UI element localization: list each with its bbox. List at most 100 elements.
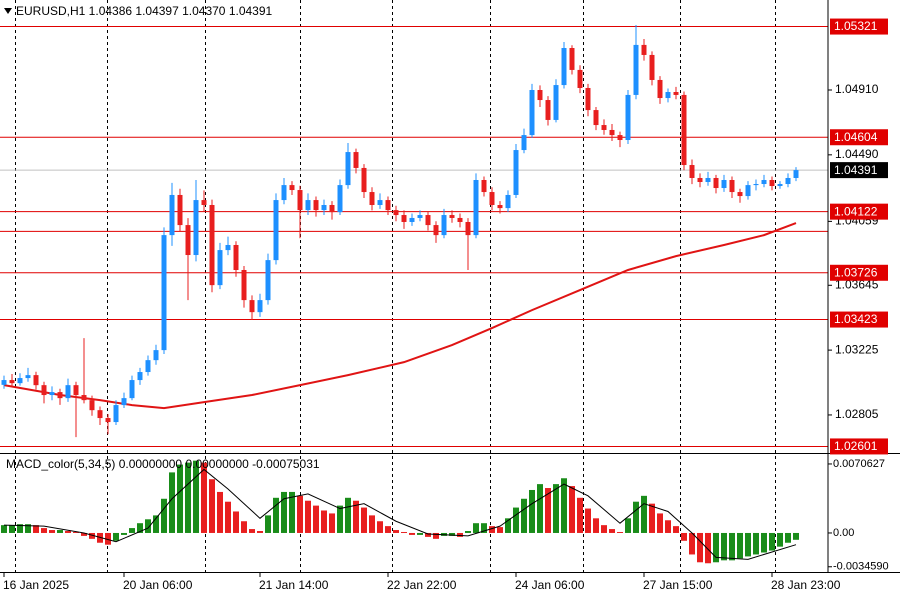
macd-bar [649,503,655,533]
candle-body [345,152,351,186]
macd-bar [537,484,543,533]
candle-body [225,244,231,251]
candle-body [649,54,655,80]
candle-body [313,200,319,211]
x-tick-label: 20 Jan 06:00 [123,578,193,592]
macd-bar [497,527,503,533]
candle-body [561,48,567,86]
candle-body [633,44,639,95]
macd-bar [201,462,207,533]
candle-body [241,269,247,301]
candle-body [361,167,367,193]
level-label: 1.05321 [834,19,878,33]
candle-body [545,100,551,120]
macd-bar [417,532,423,535]
collapse-triangle[interactable] [4,8,12,14]
candle-body [329,205,335,213]
candle-body [377,200,383,206]
candle-body [745,185,751,197]
candle-body [753,184,759,186]
macd-bar [457,532,463,537]
level-label: 1.03726 [834,265,878,279]
level-label: 1.04604 [834,130,878,144]
macd-bar [513,507,519,533]
macd-bar [617,531,623,533]
macd-bar [369,515,375,533]
candle-body [737,192,743,197]
candle-body [593,110,599,126]
macd-bar [425,532,431,537]
macd-bar [193,460,199,533]
candle-body [17,378,23,384]
macd-bar [33,525,39,533]
candle-body [521,135,527,151]
macd-bar [241,521,247,533]
macd-bar [585,508,591,533]
macd-bar [769,532,775,551]
candle-body [401,215,407,222]
level-label: 1.03423 [834,312,878,326]
candle-body [505,194,511,209]
macd-bar [145,519,151,533]
macd-bar [793,532,799,540]
macd-bar [249,529,255,533]
macd-bar [217,491,223,533]
macd-bar [729,532,735,561]
macd-bar [313,505,319,533]
candle-body [409,217,415,222]
macd-bar [121,532,127,535]
macd-bar [393,530,399,533]
level-box [830,438,888,455]
macd-bar [281,491,287,533]
macd-bar [705,532,711,564]
macd-bar [481,523,487,533]
macd-bar [657,513,663,533]
macd-bar [697,532,703,563]
level-label: 1.02601 [834,439,878,453]
candle-body [657,79,663,99]
macd-bar [577,497,583,533]
candle-body [497,205,503,209]
candle-body [537,89,543,101]
candle-body [89,400,95,411]
candle-body [9,380,15,384]
macd-bar [753,532,759,555]
candle-body [97,410,103,419]
macd-bar [321,510,327,533]
level-box [830,18,888,35]
macd-bar [641,495,647,533]
macd-bar [9,525,15,533]
candle-body [609,129,615,136]
macd-bar [41,528,47,533]
macd-bar [361,507,367,533]
x-tick-label: 28 Jan 23:00 [771,578,841,592]
candle-body [177,194,183,226]
macd-bar [225,501,231,533]
macd-bar [137,523,143,533]
x-tick-label: 22 Jan 22:00 [387,578,457,592]
candle-body [441,215,447,236]
candle-body [265,260,271,301]
macd-bar [185,462,191,533]
y-tick-label: 1.02805 [835,407,879,421]
candle-body [793,170,799,178]
macd-bar [545,488,551,533]
macd-bar [681,532,687,541]
macd-bar [673,526,679,533]
macd-bar [561,478,567,533]
moving-average [3,222,797,410]
candle-body [369,192,375,206]
macd-bar [433,532,439,539]
candle-body [601,125,607,130]
macd-signal [3,468,797,560]
candle-body [289,185,295,191]
macd-bar [721,532,727,561]
candle-body [625,94,631,141]
candle-body [297,190,303,211]
macd-bar [17,524,23,533]
macd-bar [553,484,559,533]
candle-body [721,179,727,189]
level-label: 1.04122 [834,204,878,218]
candle-body [73,385,79,396]
